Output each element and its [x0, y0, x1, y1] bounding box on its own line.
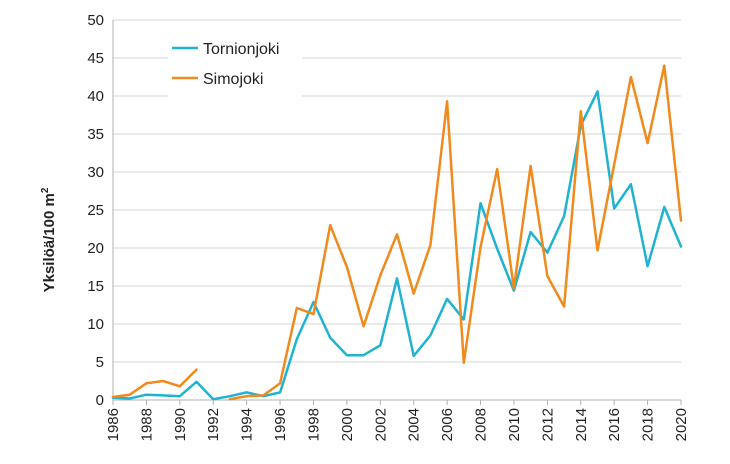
x-tick-label: 2006	[439, 408, 456, 441]
y-tick-label: 25	[87, 202, 104, 219]
x-tick-label: 2000	[339, 408, 356, 441]
x-tick-labels: 1986 1988 1990 1992 1994 1996 1998 2000 2002 2004…	[105, 408, 690, 441]
x-tick-label: 1990	[172, 408, 189, 441]
y-axis-label: Yksilöä/100 m2	[40, 187, 58, 292]
y-tick-label: 15	[87, 278, 104, 295]
x-tick-label: 2010	[506, 408, 523, 441]
x-tick-label: 1988	[138, 408, 155, 441]
legend-label-simojoki: Simojoki	[203, 71, 263, 88]
x-tick-label: 2004	[406, 408, 423, 441]
y-axis-label-text: Yksilöä/100 m	[41, 193, 58, 292]
x-tick-label: 2018	[640, 408, 657, 441]
legend-background	[168, 36, 302, 100]
series-lines	[111, 64, 683, 401]
x-tick-label: 2012	[539, 408, 556, 441]
x-tick-label: 2016	[606, 408, 623, 441]
y-tick-label: 40	[87, 88, 104, 105]
y-tick-label: 45	[87, 50, 104, 67]
x-tick-label: 2020	[673, 408, 690, 441]
series-line-simojoki-0	[111, 368, 198, 399]
y-tick-label: 50	[87, 12, 104, 29]
x-tick-label: 1986	[105, 408, 122, 441]
legend-label-tornionjoki: Tornionjoki	[203, 41, 279, 58]
y-tick-label: 10	[87, 316, 104, 333]
axes	[112, 20, 682, 405]
y-tick-label: 20	[87, 240, 104, 257]
y-tick-label: 5	[96, 354, 104, 371]
x-tick-label: 1998	[305, 408, 322, 441]
series-line-tornionjoki-0	[111, 90, 683, 401]
y-tick-labels: 0 5 10 15 20 25 30 35 40 45 50	[87, 12, 104, 409]
x-tick-label: 1994	[239, 408, 256, 441]
x-tick-label: 1996	[272, 408, 289, 441]
x-tick-label: 2014	[573, 408, 590, 441]
y-tick-label: 30	[87, 164, 104, 181]
series-line-simojoki-1	[228, 64, 683, 401]
grid-lines	[113, 19, 681, 363]
x-tick-label: 2008	[473, 408, 490, 441]
x-tick-label: 2002	[372, 408, 389, 441]
y-tick-label: 35	[87, 126, 104, 143]
y-axis-label-superscript: 2	[40, 187, 51, 193]
x-tick-label: 1992	[205, 408, 222, 441]
y-tick-label: 0	[96, 392, 104, 409]
legend: Tornionjoki Simojoki	[168, 36, 302, 100]
